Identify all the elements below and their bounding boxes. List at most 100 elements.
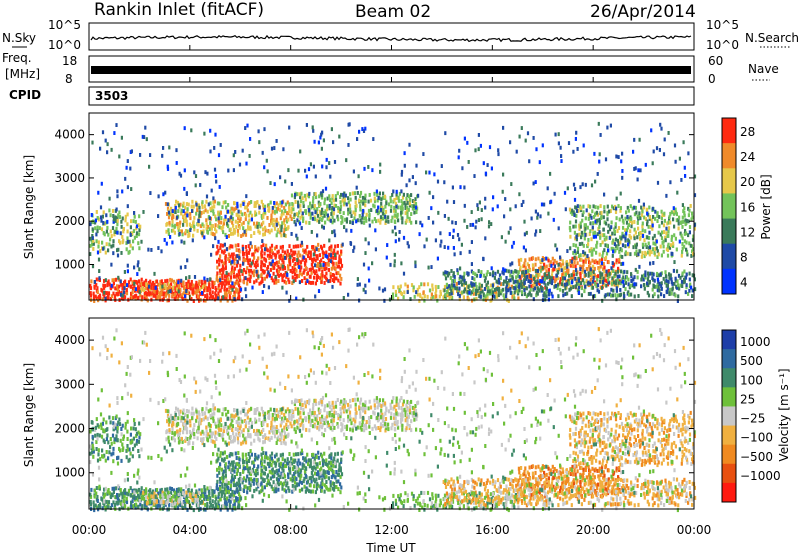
echo-cell [333, 211, 335, 215]
echo-cell [272, 259, 274, 263]
echo-cell [537, 292, 539, 296]
echo-cell [613, 281, 615, 285]
echo-cell [264, 263, 266, 267]
echo-cell [145, 487, 147, 491]
echo-cell [141, 288, 143, 292]
echo-cell [324, 262, 326, 266]
echo-cell [463, 275, 465, 279]
echo-cell [323, 244, 325, 248]
echo-cell [127, 264, 129, 268]
echo-cell [189, 284, 191, 288]
echo-cell [566, 249, 568, 253]
echo-cell [166, 222, 168, 226]
y-tick-label: 4000 [54, 128, 85, 142]
echo-cell [600, 133, 602, 137]
echo-cell [482, 257, 484, 261]
echo-cell [280, 453, 282, 457]
echo-cell [649, 245, 651, 249]
echo-cell [325, 276, 327, 280]
echo-cell [124, 218, 126, 222]
echo-cell [186, 430, 188, 434]
echo-cell [322, 274, 324, 278]
echo-cell [335, 470, 337, 474]
echo-cell [514, 286, 516, 290]
echo-cell [454, 252, 456, 256]
echo-cell [373, 192, 375, 196]
echo-cell [489, 145, 491, 149]
echo-cell [610, 225, 612, 229]
echo-cell [573, 270, 575, 274]
echo-cell [143, 288, 145, 292]
echo-cell [659, 123, 661, 127]
echo-cell [333, 199, 335, 203]
echo-cell [527, 279, 529, 283]
echo-cell [216, 245, 218, 249]
echo-cell [668, 226, 670, 230]
echo-cell [150, 286, 152, 290]
echo-cell [681, 225, 683, 229]
echo-cell [120, 459, 122, 463]
echo-cell [612, 261, 614, 265]
echo-cell [359, 204, 361, 208]
echo-cell [530, 288, 532, 292]
echo-cell [251, 286, 253, 290]
echo-cell [502, 288, 504, 292]
echo-cell [106, 450, 108, 454]
echo-cell [368, 279, 370, 283]
echo-cell [364, 194, 366, 198]
echo-cell [433, 172, 435, 176]
echo-cell [239, 226, 241, 230]
echo-cell [330, 219, 332, 223]
echo-cell [310, 275, 312, 279]
echo-cell [304, 485, 306, 489]
echo-cell [508, 231, 510, 235]
echo-cell [94, 280, 96, 284]
echo-cell [215, 230, 217, 234]
echo-cell [656, 219, 658, 223]
echo-cell [686, 283, 688, 287]
echo-cell [212, 499, 214, 503]
echo-cell [622, 275, 624, 279]
echo-cell [534, 286, 536, 290]
echo-cell [428, 266, 430, 270]
echo-cell [231, 474, 233, 478]
echo-cell [262, 477, 264, 481]
echo-cell [134, 215, 136, 219]
echo-cell [612, 250, 614, 254]
echo-cell [585, 183, 587, 187]
echo-cell [205, 200, 207, 204]
echo-cell [374, 197, 376, 201]
echo-cell [595, 205, 597, 209]
echo-cell [334, 452, 336, 456]
echo-cell [133, 219, 135, 223]
echo-cell [683, 140, 685, 144]
echo-cell [132, 499, 134, 503]
echo-cell [401, 292, 403, 296]
echo-cell [345, 158, 347, 162]
echo-cell [374, 205, 376, 209]
echo-cell [560, 159, 562, 163]
echo-cell [596, 211, 598, 215]
echo-cell [383, 299, 385, 303]
echo-cell [149, 488, 151, 492]
echo-cell [219, 462, 221, 466]
echo-cell [325, 475, 327, 479]
echo-cell [504, 197, 506, 201]
echo-cell [562, 289, 564, 293]
echo-cell [316, 482, 318, 486]
echo-cell [181, 209, 183, 213]
echo-cell [305, 221, 307, 225]
echo-cell [510, 182, 512, 186]
echo-cell [690, 244, 692, 248]
power-colorbar-tick: 8 [740, 251, 748, 265]
echo-cell [621, 248, 623, 252]
echo-cell [101, 497, 103, 501]
echo-cell [282, 147, 284, 151]
echo-cell [312, 474, 314, 478]
echo-cell [624, 244, 626, 248]
echo-cell [547, 186, 549, 190]
echo-cell [535, 257, 537, 261]
echo-cell [569, 208, 571, 212]
echo-cell [124, 488, 126, 492]
echo-cell [368, 241, 370, 245]
